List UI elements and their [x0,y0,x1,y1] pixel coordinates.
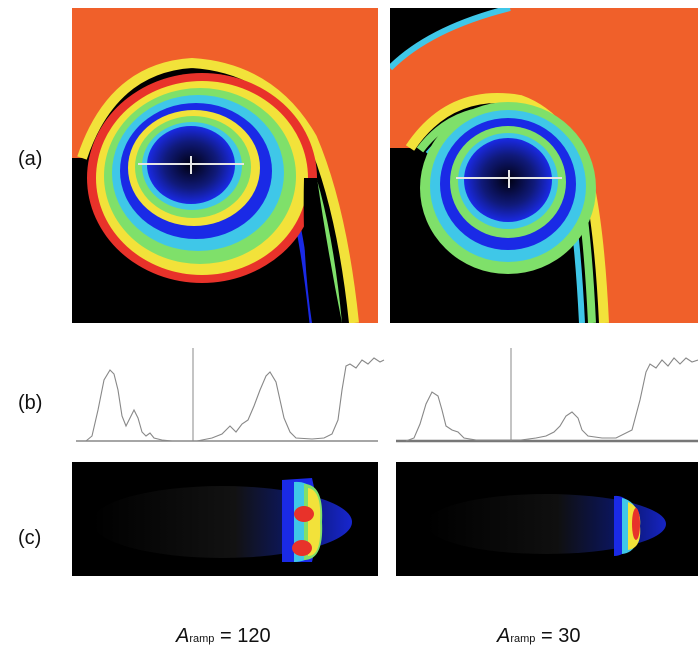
row-label-c: (c) [18,527,42,549]
caption-left-symbol: A [176,625,190,647]
caption-right: Aramp = 30 [497,625,580,648]
caption-right-subscript: ramp [510,633,536,645]
caption-right-symbol: A [497,625,511,647]
spiral-image-right [390,8,698,323]
row-label-a: (a) [18,148,43,170]
caption-left: Aramp = 120 [176,625,271,648]
profile-plot-right [396,340,698,446]
row-label-b: (b) [18,392,43,414]
spiral-image-left [72,8,378,323]
caption-right-value: = 30 [540,625,581,647]
caption-left-subscript: ramp [189,633,215,645]
intensity-image-right [396,462,698,576]
intensity-image-left [72,462,378,576]
profile-plot-left [72,340,388,446]
caption-left-value: = 120 [219,625,271,647]
